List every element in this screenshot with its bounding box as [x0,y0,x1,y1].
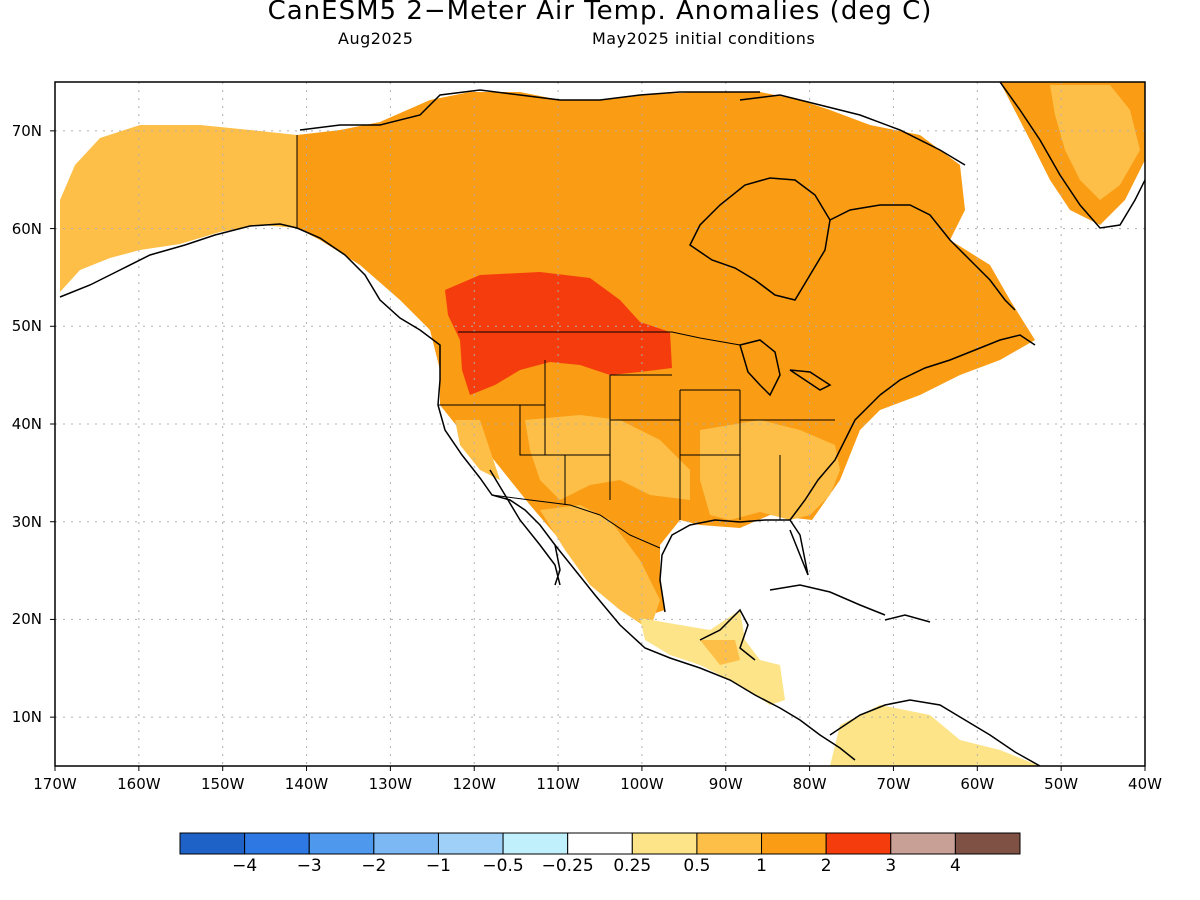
colorbar-cell [696,832,763,855]
lon-label: 40W [1128,775,1162,793]
coastline-south-america [829,699,1041,766]
lon-label: 130W [368,775,413,793]
lon-label: 110W [536,775,580,793]
colorbar-cell [308,832,375,855]
anomaly-region-southeast-us [700,420,840,520]
lon-label: 120W [452,775,496,793]
lat-label: 50N [11,317,42,336]
colorbar-cell [954,832,1021,855]
valid-month: Aug2025 [338,29,414,48]
coastline-arctic [299,89,760,131]
political-borders [296,135,835,549]
colorbar-cell [631,832,698,855]
lon-label: 150W [200,775,245,793]
colorbar-label: 0.25 [613,856,652,876]
lon-label: 80W [792,775,827,793]
lat-label: 10N [11,708,42,727]
colorbar-cell [825,832,892,855]
coastline-alaska [59,223,561,586]
coastline-yucatan [699,608,756,661]
graticule [55,82,1145,766]
coastline-baja [489,469,561,586]
colorbar-cell [179,832,246,855]
lon-label: 90W [708,775,743,793]
anomaly-region-alaska [60,125,297,292]
colorbar-label: −0.25 [541,856,594,876]
colorbar-cell [502,832,569,855]
colorbar-cell [567,832,633,855]
colorbar-cell [373,832,439,855]
coastline-mexico-pacific [554,544,856,761]
coastline-northeast [879,334,1036,396]
border-us-canada [458,331,741,346]
colorbar-label: −3 [296,856,322,876]
lat-label: 70N [11,121,42,140]
lon-label: 170W [33,775,77,793]
axis-ticks [50,130,1146,771]
coastline-cuba [769,584,886,616]
lat-label: 20N [11,610,42,629]
coastline-hudson-bay [689,177,831,301]
lat-label: 40N [11,415,42,433]
lon-label: 70W [876,775,911,793]
colorbar-label: −2 [361,856,387,876]
lon-label: 50W [1044,775,1079,793]
coastlines [59,82,1145,766]
colorbar-label: −0.5 [482,856,524,876]
anomaly-region-southwest [525,415,690,500]
colorbar-cell [890,832,956,855]
border-us-states [438,360,835,520]
coastline-labrador [829,204,1016,311]
coastline-great-lakes [739,339,832,397]
lon-label: 60W [960,775,995,793]
lon-label: 160W [117,775,161,793]
colorbar-label: 3 [885,856,897,876]
lon-label: 100W [620,775,664,793]
coastline-east-us [789,394,881,521]
border-us-mexico [491,494,661,549]
colorbar-cell [437,832,504,855]
colorbar-cell [761,832,827,855]
coastline-gulf [659,519,809,613]
colorbar-label: −4 [232,856,258,876]
anomaly-region-northern-plains [445,272,672,395]
coastline-baffin [739,94,966,166]
colorbar-label: 1 [756,856,767,876]
coastline-hispaniola [884,614,931,623]
chart-title: CanESM5 2−Meter Air Temp. Anomalies (deg… [267,0,933,26]
lat-label: 30N [11,512,42,531]
lon-label: 140W [284,775,329,793]
lat-label: 60N [11,219,42,238]
colorbar-label: 4 [949,856,961,876]
colorbar [179,832,1021,855]
colorbar-label: 2 [820,856,832,876]
colorbar-cell [244,832,310,855]
anomaly-region-south-america [830,705,1040,766]
coastline-greenland [999,82,1145,229]
initial-conditions: May2025 initial conditions [592,29,816,48]
anomaly-region-central-america [640,610,785,705]
colorbar-label: −1 [425,856,451,876]
colorbar-label: 0.5 [683,856,711,876]
anomaly-field [60,82,1145,766]
